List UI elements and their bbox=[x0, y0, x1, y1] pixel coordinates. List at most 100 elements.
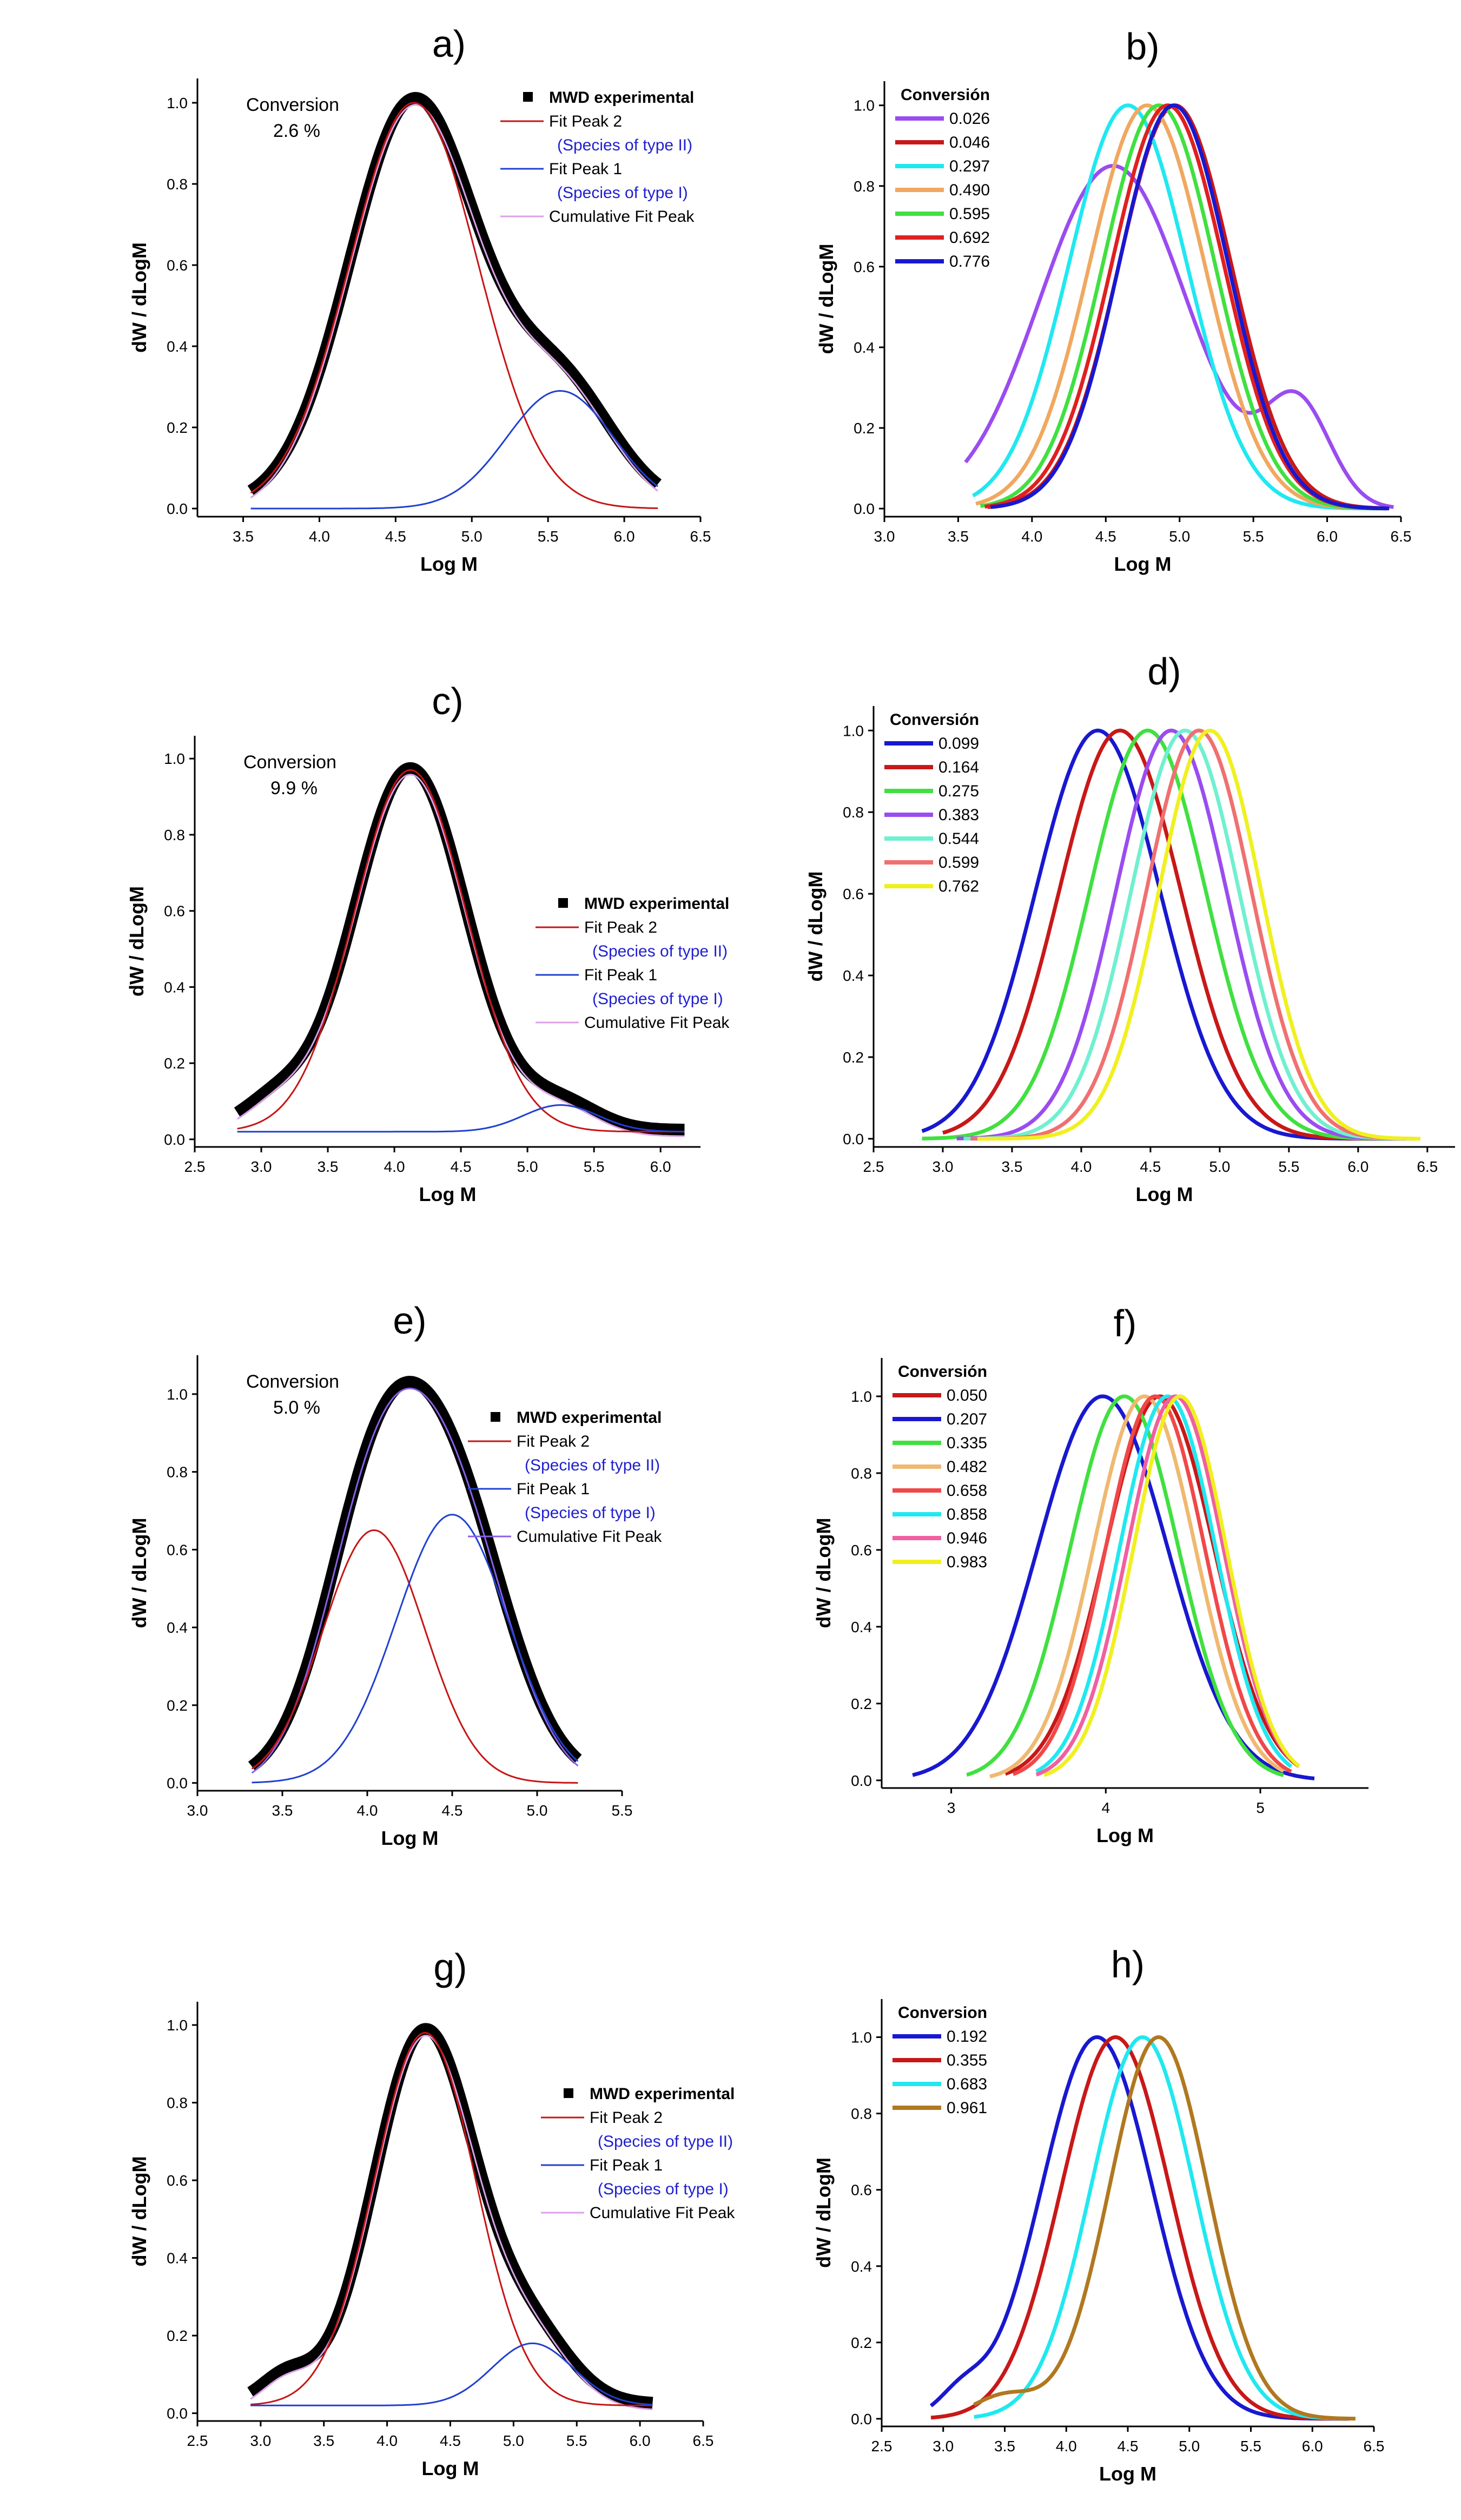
experimental-mwd-line bbox=[246, 2023, 657, 2409]
y-tick-label: 0.8 bbox=[167, 176, 188, 193]
x-tick-label: 3.5 bbox=[272, 1802, 293, 1819]
series-line-0.275 bbox=[922, 728, 1400, 1141]
x-tick-label: 6.0 bbox=[614, 528, 635, 545]
legend-item-label: 0.599 bbox=[938, 854, 979, 872]
x-tick-label: 4.5 bbox=[1095, 528, 1116, 545]
x-tick-label: 3.5 bbox=[313, 2432, 334, 2449]
y-tick-label: 0.4 bbox=[167, 2250, 188, 2267]
legend-item-sublabel: (Species of type II) bbox=[557, 136, 692, 154]
y-tick-label: 0.2 bbox=[843, 1049, 864, 1066]
y-tick-label: 0.0 bbox=[851, 1772, 872, 1789]
x-tick-label: 4.0 bbox=[376, 2432, 398, 2449]
legend-item-sublabel: (Species of type II) bbox=[525, 1456, 660, 1474]
series-line-0.046 bbox=[987, 103, 1387, 510]
legend-item-label: 0.297 bbox=[949, 157, 990, 175]
legend-item-label: MWD experimental bbox=[590, 2085, 735, 2103]
x-tick-label: 5.5 bbox=[538, 528, 559, 545]
x-tick-label: 2.5 bbox=[863, 1158, 884, 1175]
panel-label: e) bbox=[393, 1299, 426, 1342]
x-tick-label: 3.5 bbox=[318, 1158, 339, 1175]
legend-item-label: 0.026 bbox=[949, 110, 990, 128]
y-tick-label: 1.0 bbox=[851, 1388, 872, 1405]
legend-item-sublabel: (Species of type I) bbox=[557, 184, 688, 202]
series-line-0.776 bbox=[990, 103, 1390, 511]
y-tick-label: 0.6 bbox=[167, 2172, 188, 2189]
y-tick-label: 0.8 bbox=[851, 2106, 872, 2122]
x-tick-label: 3.0 bbox=[187, 1802, 208, 1819]
series-line-0.335 bbox=[966, 1394, 1285, 1777]
x-tick-label: 4.5 bbox=[442, 1802, 463, 1819]
legend-item-label: 0.050 bbox=[947, 1387, 987, 1404]
legend-item-label: MWD experimental bbox=[584, 895, 729, 913]
y-tick-label: 0.0 bbox=[164, 1131, 185, 1148]
chart-panel-8: h) 2.5 3.0 3.5 4.0 4.5 5.0 5.5 6.0 6.5 0.0 0.2 0.4 0.… bbox=[812, 1943, 1385, 2485]
conversion-value: 2.6 % bbox=[273, 121, 320, 141]
legend-item-label: 0.692 bbox=[949, 229, 990, 247]
legend-item-label: 0.544 bbox=[938, 830, 979, 848]
legend-item-label: 0.383 bbox=[938, 806, 979, 824]
y-tick-label: 0.2 bbox=[167, 1697, 188, 1714]
series-line-0.192 bbox=[929, 2035, 1350, 2421]
x-tick-label: 4.5 bbox=[1140, 1158, 1161, 1175]
cumulative-fit-line bbox=[236, 774, 685, 1137]
x-tick-label: 3.0 bbox=[874, 528, 895, 545]
x-tick-label: 6.5 bbox=[1364, 2438, 1385, 2455]
y-tick-label: 0.4 bbox=[851, 2258, 872, 2275]
x-tick-label: 6.0 bbox=[650, 1158, 671, 1175]
x-tick-label: 5.5 bbox=[1240, 2438, 1261, 2455]
y-tick-label: 0.8 bbox=[843, 804, 864, 821]
x-tick-label: 5.5 bbox=[1243, 528, 1264, 545]
legend-item-label: Cumulative Fit Peak bbox=[590, 2204, 735, 2222]
legend-item-label: 0.683 bbox=[947, 2075, 987, 2093]
x-tick-label: 3.0 bbox=[933, 1158, 954, 1175]
x-tick-label: 4.0 bbox=[384, 1158, 405, 1175]
x-tick-label: 3 bbox=[947, 1799, 956, 1816]
y-axis-label: dW / dLogM bbox=[812, 2158, 835, 2268]
x-tick-label: 5.5 bbox=[566, 2432, 587, 2449]
x-tick-label: 5.0 bbox=[517, 1158, 538, 1175]
legend-title: Conversión bbox=[890, 711, 979, 729]
y-tick-label: 1.0 bbox=[843, 722, 864, 739]
y-axis-label: dW / dLogM bbox=[128, 242, 150, 353]
y-tick-label: 1.0 bbox=[164, 750, 185, 767]
x-tick-label: 6.5 bbox=[1391, 528, 1412, 545]
x-axis-label: Log M bbox=[1099, 2463, 1156, 2485]
fit-peak-1-line bbox=[250, 390, 659, 510]
panel-label: f) bbox=[1114, 1302, 1137, 1344]
fit-peak-2-line bbox=[251, 1529, 578, 1784]
y-tick-label: 0.6 bbox=[851, 2182, 872, 2199]
legend-marker bbox=[564, 2088, 573, 2098]
y-tick-label: 0.8 bbox=[854, 178, 875, 195]
x-tick-label: 6.0 bbox=[630, 2432, 651, 2449]
conversion-label: Conversion bbox=[246, 95, 339, 115]
panel-label: g) bbox=[433, 1946, 467, 1988]
legend-item-label: 0.762 bbox=[938, 878, 979, 895]
x-tick-label: 6.0 bbox=[1317, 528, 1338, 545]
y-tick-label: 0.4 bbox=[167, 1619, 188, 1636]
legend-item-label: 0.335 bbox=[947, 1434, 987, 1452]
x-tick-label: 3.0 bbox=[933, 2438, 954, 2455]
x-tick-label: 4.0 bbox=[1056, 2438, 1077, 2455]
legend-item-label: 0.046 bbox=[949, 134, 990, 151]
cumulative-fit-line bbox=[250, 2035, 653, 2410]
series-line-0.692 bbox=[984, 103, 1387, 511]
legend-item-label: 0.275 bbox=[938, 782, 979, 800]
experimental-mwd-line bbox=[247, 1376, 583, 1772]
x-tick-label: 4.0 bbox=[309, 528, 330, 545]
x-tick-label: 3.5 bbox=[994, 2438, 1015, 2455]
y-tick-label: 0.2 bbox=[851, 2334, 872, 2351]
x-tick-label: 5.0 bbox=[461, 528, 482, 545]
x-tick-label: 4.5 bbox=[451, 1158, 472, 1175]
y-tick-label: 0.8 bbox=[167, 1464, 188, 1481]
conversion-label: Conversion bbox=[246, 1371, 339, 1392]
x-tick-label: 3.5 bbox=[1001, 1158, 1022, 1175]
legend-item-label: 0.164 bbox=[938, 758, 979, 776]
x-tick-label: 2.5 bbox=[187, 2432, 208, 2449]
y-tick-label: 0.2 bbox=[854, 420, 875, 437]
legend-item-label: 0.192 bbox=[947, 2028, 987, 2046]
x-axis-label: Log M bbox=[422, 2457, 479, 2479]
panel-label: a) bbox=[432, 23, 466, 65]
y-tick-label: 0.6 bbox=[167, 1541, 188, 1558]
y-axis-label: dW / dLogM bbox=[128, 1518, 150, 1628]
